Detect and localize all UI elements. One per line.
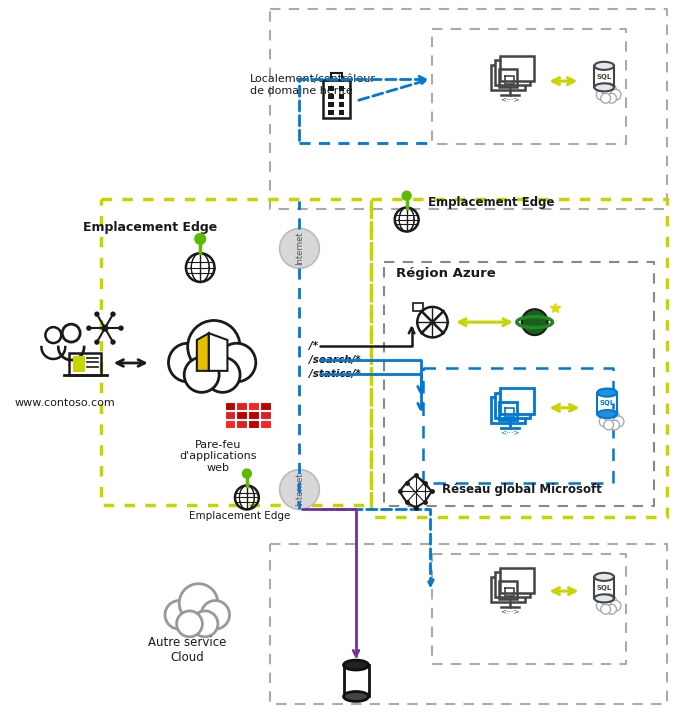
Text: Internet: Internet: [295, 473, 304, 506]
Circle shape: [119, 325, 123, 330]
Circle shape: [601, 604, 611, 614]
Text: Pare-feu
d'applications
web: Pare-feu d'applications web: [180, 440, 257, 473]
FancyBboxPatch shape: [73, 356, 85, 372]
Circle shape: [605, 410, 620, 425]
FancyBboxPatch shape: [260, 411, 271, 419]
Circle shape: [243, 469, 252, 478]
Ellipse shape: [595, 594, 614, 603]
FancyBboxPatch shape: [496, 60, 530, 86]
Circle shape: [603, 420, 614, 430]
Circle shape: [201, 600, 229, 629]
Text: Réseau global Microsoft: Réseau global Microsoft: [442, 483, 602, 496]
Circle shape: [610, 89, 621, 100]
Circle shape: [597, 600, 607, 611]
Text: Localement/contrôleur
de domaine hérité: Localement/contrôleur de domaine hérité: [250, 74, 376, 96]
Ellipse shape: [595, 84, 614, 91]
Circle shape: [613, 416, 624, 427]
FancyBboxPatch shape: [237, 411, 247, 419]
Circle shape: [610, 420, 620, 430]
Ellipse shape: [344, 660, 369, 670]
FancyBboxPatch shape: [328, 109, 334, 115]
Circle shape: [279, 469, 319, 510]
Text: SQL: SQL: [597, 585, 612, 590]
Text: /search/*: /search/*: [309, 355, 361, 365]
FancyBboxPatch shape: [260, 420, 271, 428]
Circle shape: [607, 94, 616, 103]
Circle shape: [597, 89, 607, 100]
FancyBboxPatch shape: [500, 388, 534, 414]
Text: Autre service
Cloud: Autre service Cloud: [148, 636, 226, 664]
FancyBboxPatch shape: [500, 55, 534, 81]
FancyBboxPatch shape: [224, 411, 235, 419]
FancyBboxPatch shape: [496, 572, 530, 598]
Text: Région Azure: Région Azure: [396, 267, 496, 280]
Circle shape: [192, 611, 218, 636]
Circle shape: [205, 357, 240, 392]
FancyBboxPatch shape: [248, 402, 259, 410]
FancyBboxPatch shape: [339, 94, 344, 99]
FancyBboxPatch shape: [491, 65, 525, 90]
Circle shape: [607, 604, 616, 614]
FancyBboxPatch shape: [339, 102, 344, 107]
Circle shape: [111, 312, 116, 317]
FancyBboxPatch shape: [339, 86, 344, 91]
Text: <···>: <···>: [500, 96, 520, 103]
FancyBboxPatch shape: [328, 94, 334, 99]
Ellipse shape: [595, 573, 614, 581]
FancyBboxPatch shape: [328, 102, 334, 107]
Text: /*: /*: [309, 341, 319, 351]
FancyBboxPatch shape: [496, 393, 530, 418]
Ellipse shape: [597, 389, 617, 397]
FancyBboxPatch shape: [237, 420, 247, 428]
FancyBboxPatch shape: [500, 567, 534, 593]
Circle shape: [522, 309, 548, 335]
FancyBboxPatch shape: [328, 86, 334, 91]
Circle shape: [86, 325, 92, 330]
Circle shape: [94, 339, 100, 345]
FancyBboxPatch shape: [260, 402, 271, 410]
FancyBboxPatch shape: [339, 109, 344, 115]
Circle shape: [188, 320, 240, 373]
Polygon shape: [209, 333, 227, 371]
Text: /statics/*: /statics/*: [309, 369, 361, 379]
Circle shape: [179, 584, 218, 623]
FancyBboxPatch shape: [491, 577, 525, 602]
Text: Internet: Internet: [295, 232, 304, 265]
Circle shape: [102, 325, 108, 332]
Ellipse shape: [344, 691, 369, 701]
Text: <···>: <···>: [500, 429, 520, 436]
Circle shape: [218, 343, 256, 382]
Circle shape: [279, 228, 319, 269]
Circle shape: [165, 600, 193, 629]
FancyBboxPatch shape: [248, 420, 259, 428]
Circle shape: [184, 357, 219, 392]
Polygon shape: [197, 333, 209, 371]
Ellipse shape: [595, 62, 614, 70]
Circle shape: [168, 343, 207, 382]
Text: Emplacement Edge: Emplacement Edge: [83, 220, 218, 233]
Text: Emplacement Edge: Emplacement Edge: [428, 196, 555, 209]
Text: www.contoso.com: www.contoso.com: [15, 398, 116, 408]
Circle shape: [94, 312, 100, 317]
Circle shape: [599, 416, 610, 427]
Circle shape: [402, 191, 411, 200]
Circle shape: [111, 339, 116, 345]
FancyBboxPatch shape: [491, 397, 525, 423]
FancyBboxPatch shape: [237, 402, 247, 410]
Text: SQL: SQL: [599, 400, 615, 406]
Circle shape: [176, 611, 203, 636]
Text: SQL: SQL: [597, 73, 612, 80]
Circle shape: [195, 233, 205, 244]
Circle shape: [601, 94, 611, 103]
Text: <···>: <···>: [500, 608, 520, 615]
Circle shape: [602, 83, 616, 98]
FancyBboxPatch shape: [248, 411, 259, 419]
Ellipse shape: [597, 410, 617, 418]
FancyBboxPatch shape: [224, 402, 235, 410]
Circle shape: [602, 594, 616, 609]
Text: Emplacement Edge: Emplacement Edge: [189, 511, 291, 521]
FancyBboxPatch shape: [224, 420, 235, 428]
Circle shape: [610, 600, 621, 611]
